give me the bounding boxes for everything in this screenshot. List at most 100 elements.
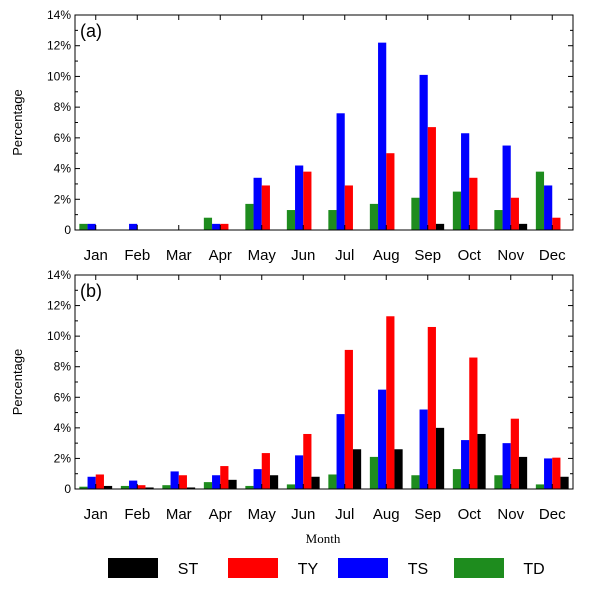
bar-ts-aug bbox=[378, 389, 387, 489]
bar-ty-oct bbox=[469, 357, 478, 489]
legend-label-st: ST bbox=[178, 561, 199, 578]
y-tick-label: 10% bbox=[47, 69, 71, 83]
bar-st-sep bbox=[435, 223, 445, 230]
bar-ts-aug bbox=[378, 42, 387, 230]
bar-st-dec bbox=[560, 476, 569, 489]
bar-td-nov bbox=[494, 210, 503, 230]
month-label-mar: Mar bbox=[166, 247, 192, 264]
month-label-jan: Jan bbox=[84, 506, 108, 523]
bar-td-jun bbox=[286, 210, 296, 230]
legend-label-ts: TS bbox=[408, 561, 428, 578]
month-label-feb: Feb bbox=[124, 247, 150, 264]
bar-st-nov bbox=[518, 223, 528, 230]
y-tick-label: 12% bbox=[47, 299, 71, 313]
bar-ty-sep bbox=[427, 127, 436, 230]
panel-b-chart: 0 2% 4% 6% 8% 10% 12% 14% Jan Feb Mar Apr May Jun Jul A… bbox=[10, 268, 574, 523]
bar-ts-feb bbox=[129, 223, 138, 230]
bar-ts-jul bbox=[336, 113, 345, 230]
bar-td-oct bbox=[452, 191, 462, 230]
bar-ts-sep bbox=[419, 409, 428, 489]
bar-ty-jan bbox=[95, 474, 104, 489]
month-label-may: May bbox=[248, 247, 277, 264]
bar-td-may bbox=[245, 203, 254, 230]
bar-ts-jan bbox=[87, 223, 96, 230]
bar-ts-mar bbox=[170, 471, 179, 489]
bar-st-nov bbox=[518, 456, 528, 489]
y-tick-label: 4% bbox=[54, 421, 72, 435]
panel-label: (b) bbox=[80, 281, 102, 301]
bar-st-sep bbox=[435, 427, 445, 489]
month-label-jun: Jun bbox=[291, 506, 315, 523]
month-label-jul: Jul bbox=[335, 247, 354, 264]
bar-td-apr bbox=[203, 217, 213, 230]
bar-ts-nov bbox=[502, 145, 511, 230]
month-label-jul: Jul bbox=[335, 506, 354, 523]
plot-frame bbox=[74, 14, 574, 231]
legend-swatch-td bbox=[454, 558, 504, 578]
bar-ty-jul bbox=[344, 349, 353, 489]
bar-ts-apr bbox=[212, 223, 221, 230]
bar-ty-jun bbox=[303, 171, 312, 230]
bar-ts-oct bbox=[461, 440, 470, 489]
month-label-apr: Apr bbox=[209, 247, 232, 264]
month-label-jan: Jan bbox=[84, 247, 108, 264]
bar-td-jan bbox=[79, 223, 88, 230]
bar-ts-sep bbox=[419, 74, 428, 230]
legend: ST TY TS TD bbox=[108, 558, 545, 578]
legend-swatch-ts bbox=[338, 558, 388, 578]
bar-ty-nov bbox=[510, 418, 519, 489]
bar-td-dec bbox=[535, 171, 545, 230]
month-label-oct: Oct bbox=[458, 247, 482, 264]
month-label-aug: Aug bbox=[373, 506, 400, 523]
bar-st-jan bbox=[103, 485, 113, 489]
y-tick-label: 2% bbox=[54, 192, 72, 206]
y-tick-label: 12% bbox=[47, 39, 71, 53]
bar-ty-aug bbox=[386, 316, 395, 489]
bar-st-may bbox=[269, 475, 279, 489]
bar-ty-dec bbox=[552, 217, 561, 230]
bar-ty-apr bbox=[220, 466, 229, 489]
month-label-dec: Dec bbox=[539, 247, 566, 264]
month-label-nov: Nov bbox=[497, 506, 524, 523]
bar-td-sep bbox=[411, 197, 420, 230]
month-label-jun: Jun bbox=[291, 247, 315, 264]
bar-ts-jun bbox=[295, 165, 304, 230]
bar-ts-apr bbox=[212, 475, 221, 489]
y-axis-title: Percentage bbox=[10, 89, 25, 156]
bars bbox=[79, 316, 569, 489]
bar-td-apr bbox=[203, 482, 213, 489]
bar-st-jul bbox=[352, 449, 362, 489]
bar-ty-jun bbox=[303, 433, 312, 489]
bar-ty-nov bbox=[510, 197, 519, 230]
bar-ty-dec bbox=[552, 457, 561, 489]
bar-st-feb bbox=[145, 487, 154, 489]
y-tick-label: 8% bbox=[54, 100, 72, 114]
bar-ty-oct bbox=[469, 177, 478, 230]
month-label-sep: Sep bbox=[414, 506, 441, 523]
bar-ty-mar bbox=[178, 475, 187, 489]
bar-st-jun bbox=[311, 476, 320, 489]
y-axis-title: Percentage bbox=[10, 349, 25, 416]
bar-ty-feb bbox=[137, 485, 146, 489]
panel-label: (a) bbox=[80, 21, 102, 41]
y-tick-label: 8% bbox=[54, 360, 72, 374]
bar-td-aug bbox=[369, 203, 379, 230]
x-axis-title: Month bbox=[306, 531, 341, 546]
bars bbox=[79, 42, 561, 230]
bar-ts-jun bbox=[295, 455, 304, 489]
month-label-mar: Mar bbox=[166, 506, 192, 523]
y-tick-label: 6% bbox=[54, 390, 72, 404]
bar-td-dec bbox=[535, 484, 545, 489]
legend-label-ty: TY bbox=[298, 561, 319, 578]
legend-swatch-ty bbox=[228, 558, 278, 578]
bar-td-jun bbox=[286, 484, 296, 489]
panel-a-chart: 0 2% 4% 6% 8% 10% 12% 14% Jan Feb Mar Apr May Jun Jul A… bbox=[10, 8, 574, 264]
month-label-dec: Dec bbox=[539, 506, 566, 523]
bar-ts-dec bbox=[544, 185, 553, 230]
month-label-sep: Sep bbox=[414, 247, 441, 264]
bar-ts-feb bbox=[129, 480, 138, 489]
y-tick-label: 0 bbox=[64, 223, 71, 237]
bar-st-aug bbox=[394, 449, 403, 489]
y-tick-label: 14% bbox=[47, 268, 71, 282]
